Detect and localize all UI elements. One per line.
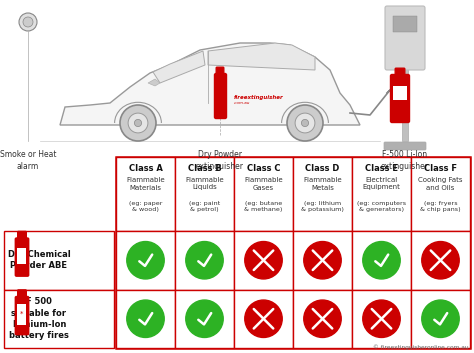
Text: Class A: Class A — [128, 164, 163, 173]
Circle shape — [287, 105, 323, 141]
Bar — [18, 247, 27, 264]
Text: (eg: fryers
& chip pans): (eg: fryers & chip pans) — [420, 201, 461, 212]
Circle shape — [128, 113, 148, 133]
Text: F 500
suitable for
Lithium-Ion
battery fires: F 500 suitable for Lithium-Ion battery f… — [9, 297, 69, 340]
Circle shape — [422, 241, 459, 279]
Circle shape — [301, 119, 309, 127]
Bar — [393, 86, 407, 100]
Text: F-500 Li-Ion
extinguisher: F-500 Li-Ion extinguisher — [381, 150, 429, 171]
Polygon shape — [208, 43, 315, 70]
Text: Class B: Class B — [188, 164, 221, 173]
Circle shape — [23, 17, 33, 27]
Circle shape — [304, 300, 341, 337]
Bar — [352, 231, 411, 289]
Text: Class D: Class D — [305, 164, 340, 173]
Text: Cooking Fats
and Oils: Cooking Fats and Oils — [418, 177, 463, 191]
Bar — [411, 289, 470, 348]
Bar — [352, 157, 411, 231]
Bar — [18, 304, 27, 325]
Text: (eg: computers
& generators): (eg: computers & generators) — [357, 201, 406, 212]
Bar — [234, 289, 293, 348]
Circle shape — [127, 300, 164, 337]
Circle shape — [19, 13, 37, 31]
Text: © fireextinguisheronline.com.au: © fireextinguisheronline.com.au — [374, 345, 469, 350]
Circle shape — [127, 241, 164, 279]
Text: (eg: lithium
& potassium): (eg: lithium & potassium) — [301, 201, 344, 212]
Bar — [293, 231, 352, 289]
Polygon shape — [153, 51, 205, 83]
Text: Flammable
Gases: Flammable Gases — [244, 177, 283, 191]
Bar — [175, 157, 234, 231]
FancyBboxPatch shape — [15, 238, 29, 276]
Bar — [175, 289, 234, 348]
Circle shape — [135, 119, 142, 127]
Text: Class E: Class E — [365, 164, 398, 173]
FancyBboxPatch shape — [18, 231, 26, 241]
Text: (eg: paint
& petrol): (eg: paint & petrol) — [189, 201, 220, 212]
FancyBboxPatch shape — [18, 290, 26, 299]
Bar — [393, 16, 417, 32]
Circle shape — [363, 241, 400, 279]
Bar — [116, 289, 175, 348]
Bar — [293, 289, 352, 348]
Circle shape — [422, 300, 459, 337]
FancyBboxPatch shape — [391, 74, 410, 122]
Circle shape — [245, 300, 282, 337]
FancyBboxPatch shape — [215, 73, 227, 119]
Text: Class C: Class C — [247, 164, 280, 173]
Circle shape — [295, 113, 315, 133]
Polygon shape — [60, 43, 360, 125]
Text: Smoke or Heat
alarm: Smoke or Heat alarm — [0, 150, 56, 171]
Text: Dry Chemical
Powder ABE: Dry Chemical Powder ABE — [8, 250, 70, 270]
Bar — [234, 231, 293, 289]
Text: *: * — [20, 311, 24, 317]
Bar — [4, 231, 114, 289]
Circle shape — [304, 241, 341, 279]
Circle shape — [363, 300, 400, 337]
Text: Flammable
Materials: Flammable Materials — [126, 177, 165, 191]
Circle shape — [186, 241, 223, 279]
Text: Flammable
Metals: Flammable Metals — [303, 177, 342, 191]
FancyBboxPatch shape — [395, 68, 405, 78]
Bar — [116, 157, 470, 348]
Text: .com.au: .com.au — [234, 101, 250, 105]
Text: Class F: Class F — [424, 164, 457, 173]
Bar — [234, 157, 293, 231]
Polygon shape — [148, 79, 160, 86]
Text: Electrical
Equipment: Electrical Equipment — [363, 177, 401, 191]
Text: Dry Powder
extinguisher: Dry Powder extinguisher — [196, 150, 244, 171]
Text: (eg: paper
& wood): (eg: paper & wood) — [129, 201, 162, 212]
Text: Flammable
Liquids: Flammable Liquids — [185, 177, 224, 191]
Bar — [116, 157, 175, 231]
FancyBboxPatch shape — [15, 297, 29, 335]
Bar — [293, 157, 352, 231]
FancyBboxPatch shape — [384, 142, 426, 150]
Text: fireextinguisher: fireextinguisher — [234, 95, 284, 100]
Circle shape — [245, 241, 282, 279]
Bar — [411, 157, 470, 231]
Bar — [4, 289, 114, 348]
FancyBboxPatch shape — [385, 6, 425, 70]
Bar — [116, 231, 175, 289]
Circle shape — [120, 105, 156, 141]
Bar — [402, 8, 408, 141]
Bar — [411, 231, 470, 289]
Bar — [352, 289, 411, 348]
Circle shape — [186, 300, 223, 337]
Text: (eg: butane
& methane): (eg: butane & methane) — [244, 201, 283, 212]
Bar — [175, 231, 234, 289]
FancyBboxPatch shape — [216, 67, 224, 77]
